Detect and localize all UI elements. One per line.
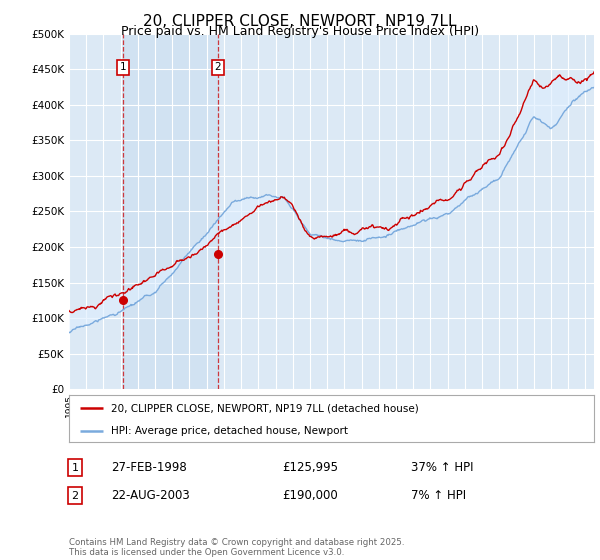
Text: 27-FEB-1998: 27-FEB-1998 [111, 461, 187, 474]
Text: 37% ↑ HPI: 37% ↑ HPI [411, 461, 473, 474]
Text: 7% ↑ HPI: 7% ↑ HPI [411, 489, 466, 502]
Bar [124, 34, 218, 389]
Text: 2: 2 [71, 491, 79, 501]
Text: 22-AUG-2003: 22-AUG-2003 [111, 489, 190, 502]
Text: 20, CLIPPER CLOSE, NEWPORT, NP19 7LL (detached house): 20, CLIPPER CLOSE, NEWPORT, NP19 7LL (de… [111, 403, 419, 413]
Text: 1: 1 [71, 463, 79, 473]
Text: HPI: Average price, detached house, Newport: HPI: Average price, detached house, Newp… [111, 426, 348, 436]
Text: 1: 1 [120, 62, 127, 72]
Text: Contains HM Land Registry data © Crown copyright and database right 2025.
This d: Contains HM Land Registry data © Crown c… [69, 538, 404, 557]
Text: Price paid vs. HM Land Registry's House Price Index (HPI): Price paid vs. HM Land Registry's House … [121, 25, 479, 38]
Text: 20, CLIPPER CLOSE, NEWPORT, NP19 7LL: 20, CLIPPER CLOSE, NEWPORT, NP19 7LL [143, 14, 457, 29]
Text: 2: 2 [214, 62, 221, 72]
Text: £125,995: £125,995 [282, 461, 338, 474]
Text: £190,000: £190,000 [282, 489, 338, 502]
